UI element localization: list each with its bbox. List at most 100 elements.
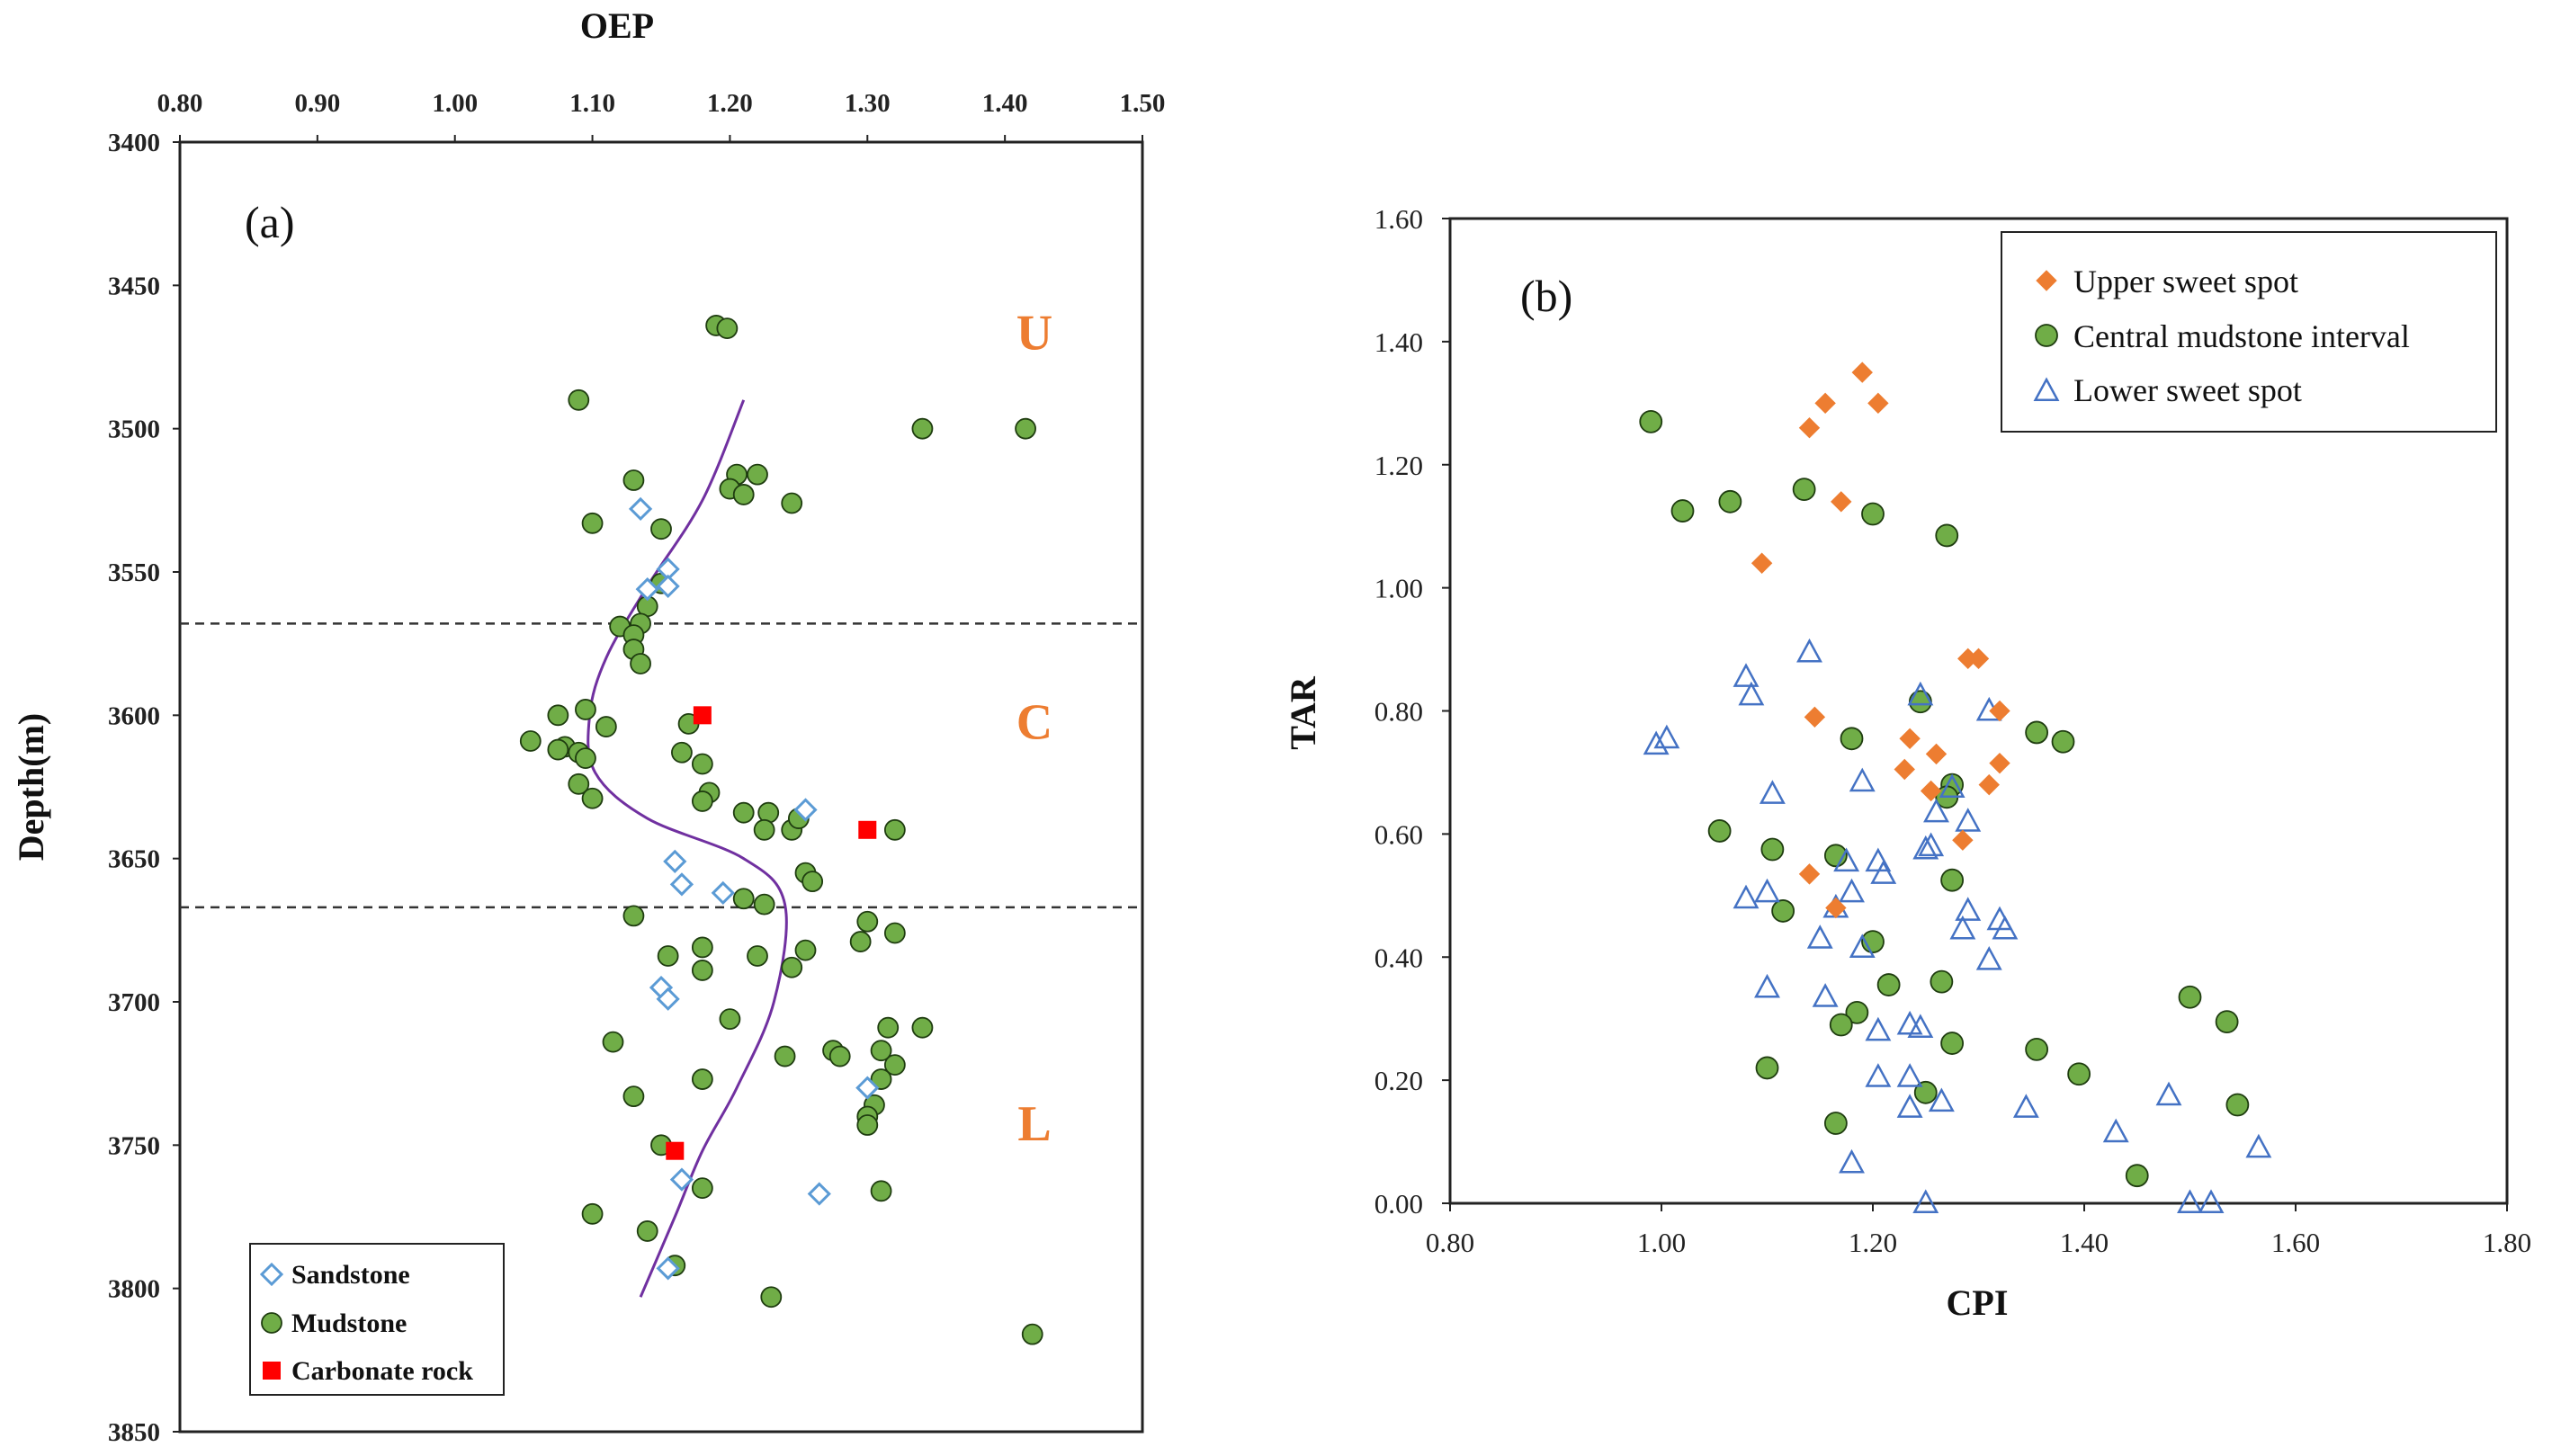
panel-b-x-tick-label: 1.20 xyxy=(1849,1227,1897,1258)
panel-a-x-tick-label: 1.10 xyxy=(569,89,615,118)
panel-b-point-central-mudstone-interval xyxy=(1792,478,1816,502)
panel-b-point-lower-sweet-spot xyxy=(1806,925,1833,949)
panel-a-legend-box xyxy=(249,1243,505,1396)
panel-a-point-mudstone xyxy=(1015,417,1036,440)
panel-a-point-mudstone xyxy=(828,1045,851,1067)
panel-b-point-central-mudstone-interval xyxy=(2225,1093,2250,1117)
panel-b-point-lower-sweet-spot xyxy=(1907,1014,1934,1038)
panel-b-x-tick-label: 0.80 xyxy=(1426,1227,1474,1258)
panel-a-point-mudstone xyxy=(747,945,768,967)
panel-a-plot-frame xyxy=(178,140,1144,1434)
panel-a-y-tick-label: 3800 xyxy=(108,1275,160,1304)
panel-a-y-axis-title: Depth(m) xyxy=(11,713,51,861)
panel-a-point-sandstone xyxy=(656,1256,680,1281)
panel-b-point-lower-sweet-spot xyxy=(1849,767,1876,792)
panel-b-point-lower-sweet-spot xyxy=(2177,1189,2203,1213)
panel-a-point-mudstone xyxy=(856,910,879,933)
panel-a-point-mudstone xyxy=(650,518,672,540)
panel-a-point-mudstone xyxy=(519,730,542,752)
panel-b-point-lower-sweet-spot xyxy=(1849,933,1876,958)
panel-b-y-tick-label: 1.40 xyxy=(1374,326,1423,358)
panel-b-point-lower-sweet-spot xyxy=(1839,1148,1865,1174)
panel-b-points xyxy=(1639,362,2272,1213)
panel-b-point-central-mudstone-interval xyxy=(1908,690,1932,714)
panel-b-point-upper-sweet-spot xyxy=(1920,780,1942,802)
panel-a-y-tick-label: 3750 xyxy=(108,1131,160,1160)
panel-b-point-central-mudstone-interval xyxy=(1829,1013,1853,1037)
panel-a-y-tick-label: 3600 xyxy=(108,701,160,730)
panel-b-point-central-mudstone-interval xyxy=(1930,969,1954,994)
panel-a-point-mudstone xyxy=(794,939,817,961)
panel-a-point-mudstone xyxy=(691,1068,713,1090)
panel-b-point-lower-sweet-spot xyxy=(1955,808,1982,832)
panel-b-point-central-mudstone-interval xyxy=(1823,1112,1848,1135)
panel-a-point-mudstone xyxy=(691,960,713,981)
panel-b-point-lower-sweet-spot xyxy=(2012,1094,2039,1118)
panel-a-x-axis-title: OEP xyxy=(580,5,654,46)
panel-a-zone-label: L xyxy=(1017,1096,1051,1152)
panel-b-point-upper-sweet-spot xyxy=(1894,758,1915,781)
panel-b-point-central-mudstone-interval xyxy=(2025,720,2049,745)
panel-b-point-central-mudstone-interval xyxy=(2051,729,2075,754)
panel-b-x-ticks: 0.80 1.00 1.20 1.40 1.60 1.80 xyxy=(1426,1203,2531,1258)
panel-b-point-upper-sweet-spot xyxy=(1798,416,1821,439)
panel-b-point-lower-sweet-spot xyxy=(1992,915,2019,940)
panel-a-points xyxy=(519,315,1043,1345)
panel-b-point-lower-sweet-spot xyxy=(1865,1063,1892,1087)
panel-a-point-mudstone xyxy=(636,1220,658,1242)
panel-a-point-mudstone xyxy=(911,417,934,440)
panel-b-point-upper-sweet-spot xyxy=(1989,752,2010,774)
panel-b-label: (b) xyxy=(1520,271,1572,321)
panel-a-point-mudstone xyxy=(691,753,713,775)
panel-a: OEP Depth(m) (a) 0.80 0.90 1.00 1.10 1.20 1.3… xyxy=(11,5,1165,1447)
panel-a-point-mudstone xyxy=(581,1202,604,1225)
panel-b-point-lower-sweet-spot xyxy=(1896,1063,1923,1087)
panel-b-point-upper-sweet-spot xyxy=(1899,728,1921,750)
panel-b-point-lower-sweet-spot xyxy=(2102,1118,2129,1143)
panel-a-zone-label: C xyxy=(1016,695,1052,751)
panel-a-point-mudstone xyxy=(732,888,755,910)
panel-b-point-lower-sweet-spot xyxy=(1865,1016,1892,1041)
panel-a-point-sandstone xyxy=(663,849,687,873)
panel-a-point-sandstone xyxy=(635,576,659,602)
panel-a-y-ticks: 3400 3450 3500 3550 3600 3650 3700 3750 3800 3850 xyxy=(108,129,180,1447)
panel-a-point-mudstone xyxy=(870,1068,892,1090)
panel-b-legend-box xyxy=(2001,231,2497,433)
panel-b-point-lower-sweet-spot xyxy=(1912,1189,1939,1213)
panel-b-point-lower-sweet-spot xyxy=(1939,773,1965,799)
legend-b-lower-marker xyxy=(2033,377,2060,401)
panel-a-point-mudstone xyxy=(547,738,569,761)
panel-a-y-tick-label: 3700 xyxy=(108,988,160,1017)
legend-b-upper-marker xyxy=(2036,270,2057,291)
panel-a-x-ticks: 0.80 0.90 1.00 1.10 1.20 1.30 1.40 1.50 xyxy=(157,89,1165,142)
panel-a-point-mudstone xyxy=(883,818,906,841)
panel-a-point-mudstone xyxy=(622,469,645,491)
panel-a-point-carbonate-rock xyxy=(858,820,877,839)
legend-a-carbonate-label: Carbonate rock xyxy=(291,1356,473,1386)
panel-a-point-mudstone xyxy=(581,512,604,534)
panel-a-point-sandstone xyxy=(669,1167,694,1192)
panel-b-point-upper-sweet-spot xyxy=(1989,700,2010,722)
panel-b-point-central-mudstone-interval xyxy=(1760,837,1785,862)
panel-a-zone-labels: U C L xyxy=(1016,305,1052,1152)
panel-b-y-ticks: 0.00 0.20 0.40 0.60 0.80 1.00 1.20 1.40 1.60 xyxy=(1374,203,1450,1219)
panel-a-zone-label: U xyxy=(1016,305,1052,361)
panel-b-point-upper-sweet-spot xyxy=(1751,552,1773,574)
panel-b-point-lower-sweet-spot xyxy=(1912,835,1939,860)
panel-b-y-tick-label: 0.40 xyxy=(1374,942,1423,973)
panel-b-point-lower-sweet-spot xyxy=(1955,897,1982,921)
panel-a-point-sandstone xyxy=(669,872,694,897)
panel-b-y-tick-label: 0.00 xyxy=(1374,1188,1423,1219)
panel-a-point-mudstone xyxy=(547,704,569,727)
panel-b-point-central-mudstone-interval xyxy=(1707,819,1732,843)
panel-a-x-tick-label: 1.40 xyxy=(982,89,1028,118)
legend-a-sandstone-marker xyxy=(259,1262,284,1287)
panel-a-y-tick-label: 3500 xyxy=(108,415,160,444)
panel-b-point-central-mudstone-interval xyxy=(1639,409,1663,433)
panel-a-point-mudstone xyxy=(1021,1323,1043,1345)
panel-b-point-lower-sweet-spot xyxy=(1643,730,1670,755)
panel-a-point-mudstone xyxy=(774,1045,796,1067)
panel-a-point-mudstone xyxy=(575,747,596,770)
panel-a-point-mudstone xyxy=(581,787,604,809)
panel-b-point-upper-sweet-spot xyxy=(1867,392,1889,415)
